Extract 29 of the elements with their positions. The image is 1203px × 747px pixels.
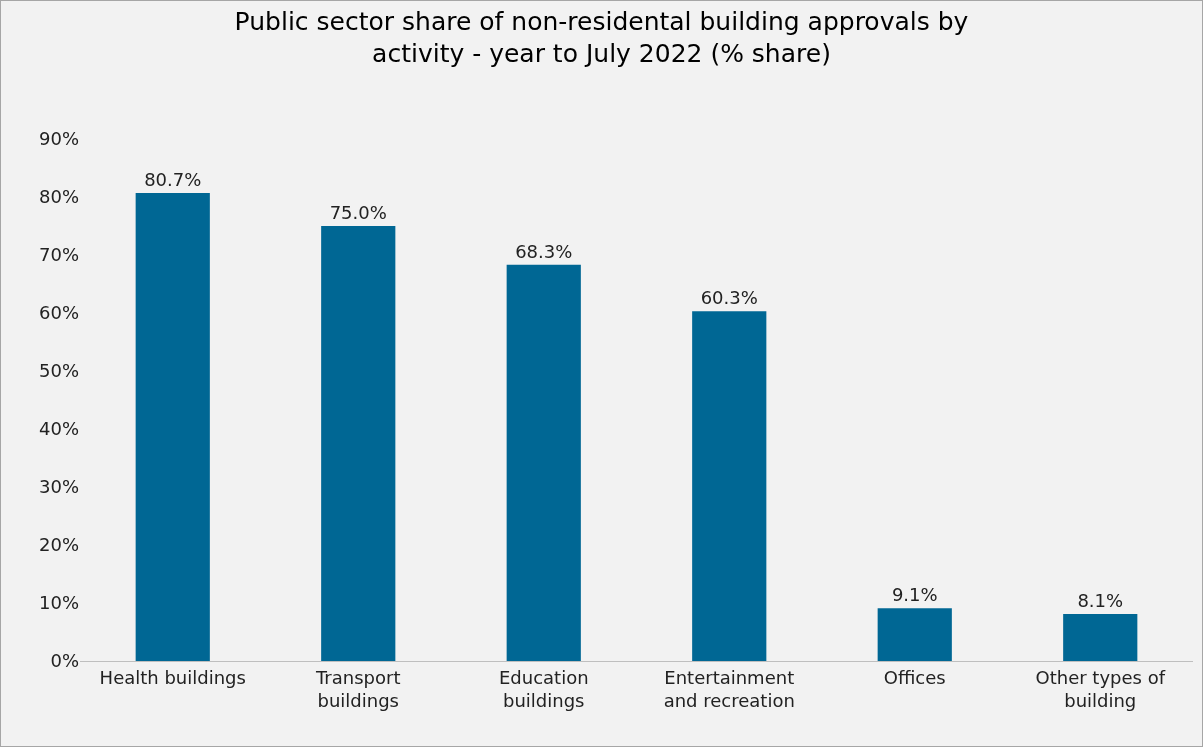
bar (877, 608, 952, 661)
y-tick-label: 30% (38, 476, 79, 498)
y-tick-label: 50% (38, 360, 79, 382)
y-tick-label: 70% (38, 244, 79, 266)
x-tick-label: Other types of building (1035, 666, 1166, 711)
y-tick-label: 60% (38, 302, 79, 324)
data-label: 68.3% (515, 240, 573, 262)
x-tick-label: Education buildings (498, 666, 589, 711)
bar (135, 192, 210, 661)
data-label: 80.7% (144, 168, 202, 190)
y-tick-label: 20% (38, 534, 79, 556)
bar (506, 264, 581, 661)
x-tick-label: Health buildings (99, 666, 246, 688)
y-tick-label: 80% (38, 186, 79, 208)
chart-title: Public sector share of non-residental building approvals by activity - year to July 2022 (% share) (234, 6, 969, 69)
y-tick-label: 40% (38, 418, 79, 440)
y-tick-label: 10% (38, 592, 79, 614)
data-label: 60.3% (700, 287, 758, 309)
x-tick-label: Offices (883, 666, 946, 688)
bar (321, 226, 396, 661)
x-tick-label: Entertainment and recreation (663, 666, 795, 711)
data-label: 75.0% (329, 202, 387, 223)
x-tick-label: Transport buildings (315, 666, 401, 711)
bar (1063, 614, 1138, 661)
bar (692, 311, 767, 661)
y-tick-label: 0% (50, 650, 79, 672)
data-label: 8.1% (1077, 590, 1124, 612)
y-tick-label: 90% (38, 128, 79, 150)
data-label: 9.1% (891, 584, 938, 606)
